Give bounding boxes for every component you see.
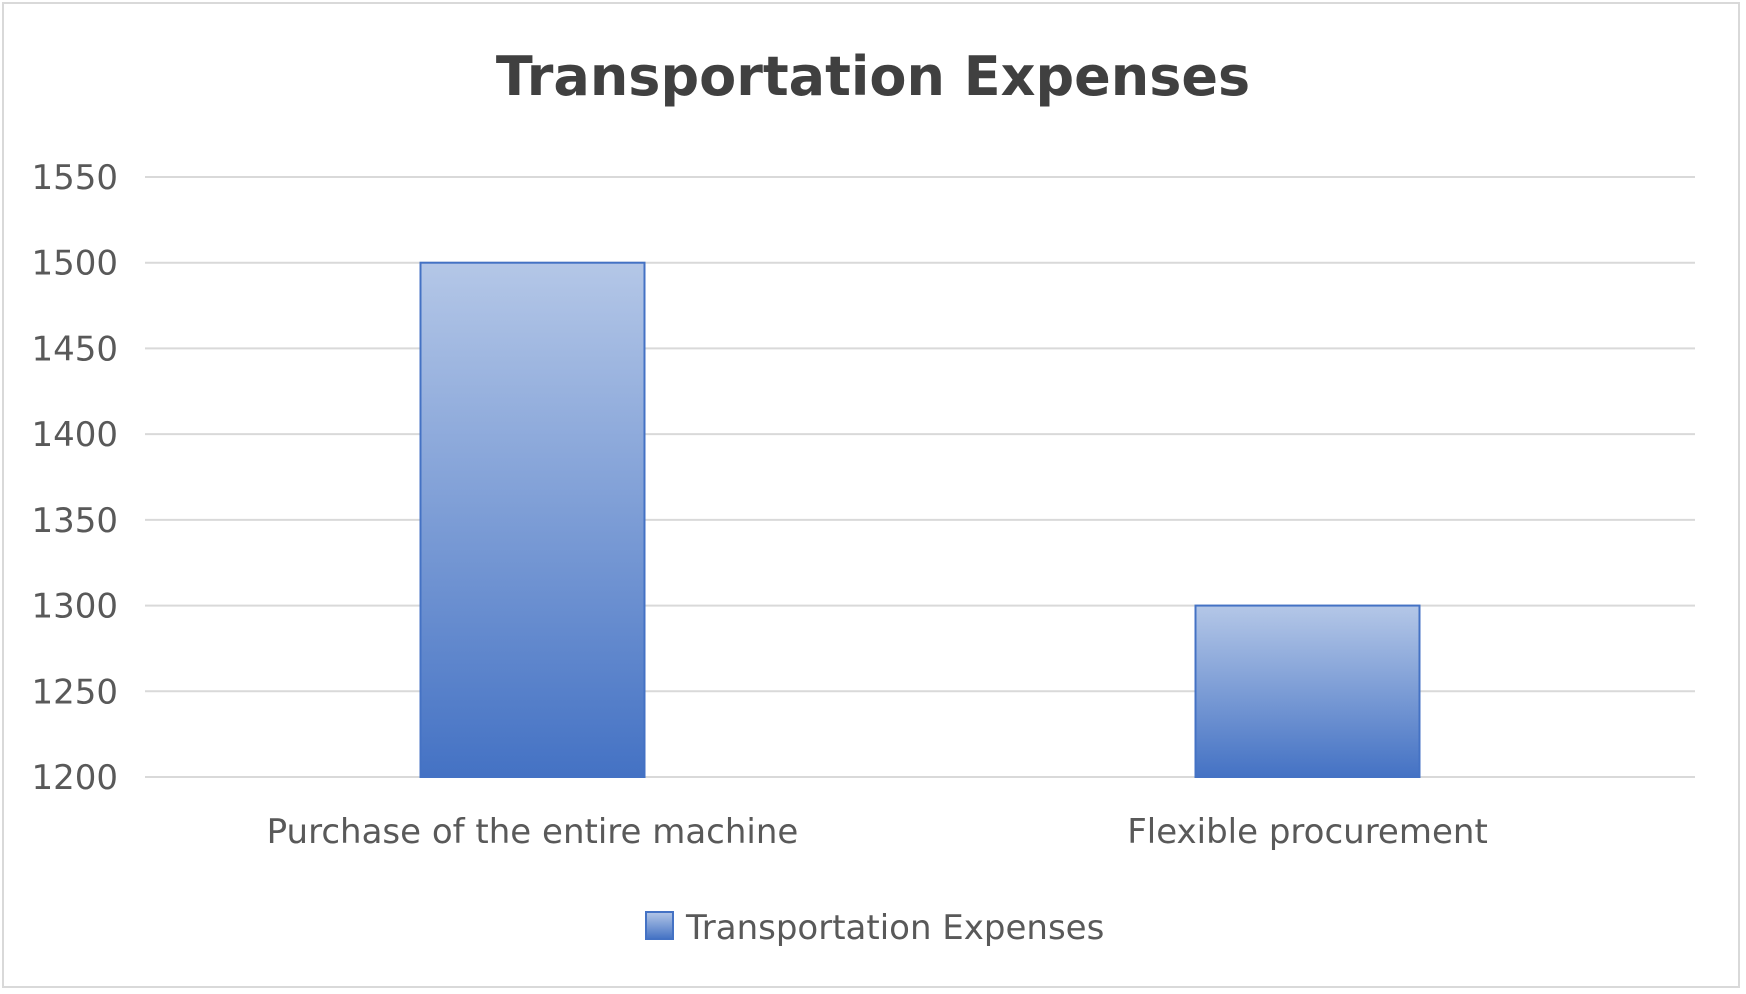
x-category-label: Purchase of the entire machine (267, 812, 799, 852)
y-axis-ticks: 1200 1250 1300 1350 1400 1450 1500 1550 (31, 158, 118, 798)
y-tick-label: 1400 (31, 415, 118, 455)
legend: Transportation Expenses (645, 908, 1104, 948)
x-category-label: Flexible procurement (1127, 812, 1488, 852)
legend-swatch (645, 911, 674, 940)
legend-label: Transportation Expenses (685, 908, 1104, 948)
y-tick-label: 1350 (31, 501, 118, 541)
x-axis-categories: Purchase of the entire machine Flexible p… (267, 812, 1488, 852)
y-tick-label: 1550 (31, 158, 118, 198)
y-tick-label: 1300 (31, 587, 118, 627)
y-tick-label: 1450 (31, 329, 118, 369)
bar-2 (1194, 604, 1421, 778)
y-tick-label: 1250 (31, 672, 118, 712)
chart-title: Transportation Expenses (496, 45, 1250, 108)
y-tick-label: 1200 (31, 758, 118, 798)
bar-1 (419, 261, 646, 778)
y-tick-label: 1500 (31, 244, 118, 284)
grid-lines (145, 176, 1695, 778)
bars (419, 261, 1421, 778)
